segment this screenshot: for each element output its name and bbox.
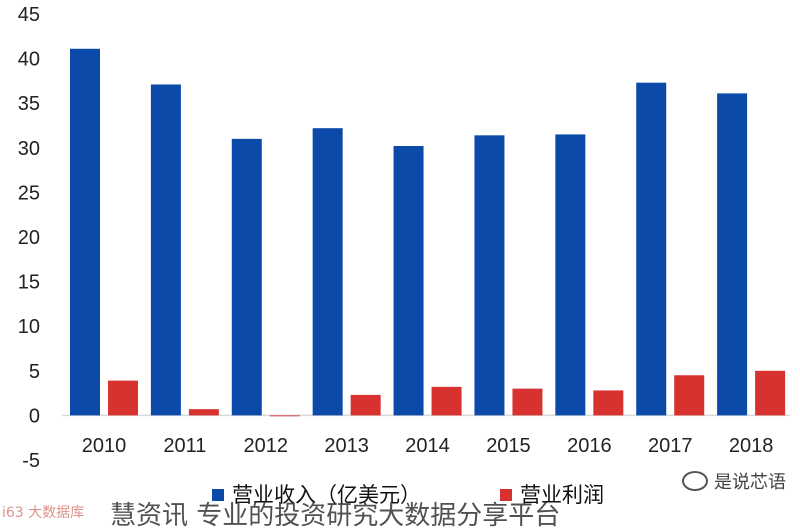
legend-label: 营业利润 [520,483,604,507]
x-tick-label: 2017 [648,435,693,457]
y-tick-label: -5 [22,450,40,472]
bar-profit-2018 [755,370,786,416]
y-tick-label: 25 [18,182,40,204]
x-tick-label: 2014 [405,435,450,457]
y-tick-label: 15 [18,272,40,294]
x-tick-label: 2016 [567,435,612,457]
bar-revenue-2015 [474,135,505,416]
y-tick-label: 20 [18,227,40,249]
bar-profit-2011 [188,409,219,416]
y-tick-label: 45 [18,4,40,26]
y-tick-label: 10 [18,316,40,338]
x-tick-label: 2011 [163,435,206,457]
bar-revenue-2014 [393,146,424,416]
bar-revenue-2012 [231,138,262,416]
bar-profit-2015 [512,388,543,416]
y-tick-label: 30 [18,138,40,160]
bar-profit-2016 [593,390,624,416]
bar-revenue-2013 [312,128,343,416]
x-tick-label: 2010 [82,435,127,457]
bar-profit-2012 [269,415,300,417]
legend-swatch [212,489,224,501]
bar-profit-2017 [674,375,705,416]
watermark-left: i63 大数据库 [2,505,85,521]
bar-revenue-2011 [150,84,181,416]
legend-swatch [500,489,512,501]
x-tick-label: 2013 [324,435,369,457]
bar-revenue-2010 [70,48,100,416]
bar-profit-2010 [108,380,138,416]
y-tick-label: 40 [18,49,40,71]
x-tick-label: 2015 [486,435,531,457]
bar-revenue-2016 [555,134,586,416]
watermark-right-text: 是说芯语 [714,472,786,493]
watermark-right: 是说芯语 [682,468,786,494]
legend-label: 营业收入（亿美元） [232,483,421,507]
y-tick-label: 5 [29,361,40,383]
x-tick-label: 2012 [244,435,289,457]
bar-revenue-2018 [717,93,748,416]
bar-profit-2013 [350,394,381,416]
chat-bubble-icon [682,471,708,491]
y-tick-label: 0 [29,405,40,427]
bar-revenue-2017 [636,82,667,416]
bar-profit-2014 [431,386,462,416]
x-tick-label: 2018 [729,435,774,457]
y-tick-label: 35 [18,93,40,115]
watermark-brand: 慧资讯 专业的投资研究大数据分享平台 [110,501,561,531]
